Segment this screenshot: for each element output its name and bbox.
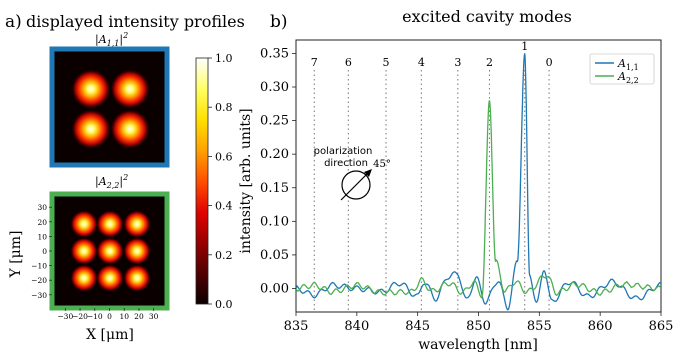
y-tick-label: 0.20 xyxy=(260,147,289,162)
polarization-arrowhead xyxy=(364,169,372,177)
legend-label-a22: A2,2 xyxy=(617,70,639,85)
polarization-annotation: polarization direction 45° xyxy=(314,146,391,201)
y-tick-label: 0.10 xyxy=(260,214,289,229)
map-y-tick-label: 0 xyxy=(42,247,47,256)
map-y-tick-label: 20 xyxy=(37,218,47,227)
colorbar xyxy=(195,57,209,305)
mode-marker-label: 6 xyxy=(345,56,352,69)
mode1-intensity-map xyxy=(49,46,170,168)
y-tick-label: 0.25 xyxy=(260,114,289,129)
mode2-y-ticks: 30 20 10 0 −10 −20 −30 xyxy=(31,203,52,300)
x-tick-label: 865 xyxy=(649,319,673,334)
x-tick-label: 860 xyxy=(588,319,613,334)
x-tick-label: 840 xyxy=(344,319,369,334)
map-y-tick-label: −20 xyxy=(31,276,47,285)
panel-b-letter: b) xyxy=(270,12,288,32)
map-y-tick-label: 30 xyxy=(37,203,47,212)
map-x-tick-label: −30 xyxy=(57,312,73,321)
mode1-label: |A1,1|2 xyxy=(95,31,128,48)
x-tick-label: 855 xyxy=(527,319,552,334)
colorbar-label: intensity [arb. units] xyxy=(238,108,254,253)
map-x-tick-label: −20 xyxy=(72,312,88,321)
map-x-tick-label: −10 xyxy=(87,312,103,321)
y-tick-label: 0.30 xyxy=(260,80,289,95)
legend: A1,1 A2,2 xyxy=(589,53,655,85)
legend-label-a11: A1,1 xyxy=(617,57,639,72)
map-y-tick-label: −30 xyxy=(31,291,47,300)
map-y-tick-label: 10 xyxy=(37,232,47,241)
x-axis-label: wavelength [nm] xyxy=(418,337,538,353)
panel-a-title: displayed intensity profiles xyxy=(26,12,245,31)
map-y-tick-label: −10 xyxy=(31,262,47,271)
colorbar-tick-label: 0.6 xyxy=(215,150,233,163)
mode2-label: |A2,2|2 xyxy=(95,173,128,190)
colorbar-tick-label: 0.0 xyxy=(215,298,233,311)
mode-marker-label: 5 xyxy=(383,56,390,69)
polarization-label-line2: direction xyxy=(324,158,368,169)
colorbar-tick-label: 1.0 xyxy=(215,52,233,65)
map-x-tick-label: 0 xyxy=(107,312,112,321)
colorbar-tick-label: 0.8 xyxy=(215,101,233,114)
y-tick-label: 0.00 xyxy=(260,281,289,296)
x-tick-label: 835 xyxy=(284,319,309,334)
colorbar-ticks: 0.0 0.2 0.4 0.6 0.8 1.0 xyxy=(208,52,233,311)
map-x-tick-label: 30 xyxy=(149,312,159,321)
series-lines xyxy=(296,53,661,311)
polarization-angle: 45° xyxy=(373,159,391,170)
mode2-x-axis-label: X [μm] xyxy=(86,327,134,343)
mode2-intensity-map xyxy=(49,191,170,311)
x-tick-label: 850 xyxy=(466,319,491,334)
mode-marker-label: 4 xyxy=(418,56,425,69)
mode-marker-label: 3 xyxy=(454,56,461,69)
panel-a-letter: a) xyxy=(5,12,22,32)
y-ticks: 0.00 0.05 0.10 0.15 0.20 0.25 0.30 0.35 xyxy=(260,46,296,296)
mode2-x-ticks: −30−20−10 0 10 20 30 xyxy=(57,308,159,321)
y-tick-label: 0.35 xyxy=(260,46,289,61)
chart-title: excited cavity modes xyxy=(402,7,572,26)
colorbar-tick-label: 0.2 xyxy=(215,249,233,262)
map-x-tick-label: 10 xyxy=(119,312,129,321)
mode-marker-label: 1 xyxy=(521,40,528,53)
colorbar-tick-label: 0.4 xyxy=(215,200,233,213)
map-x-tick-label: 20 xyxy=(134,312,144,321)
polarization-arrow xyxy=(340,171,370,201)
x-tick-label: 845 xyxy=(405,319,430,334)
mode2-y-axis-label: Y [μm] xyxy=(8,231,24,279)
y-tick-label: 0.15 xyxy=(260,181,289,196)
series-line-a22 xyxy=(296,100,661,299)
mode-marker-label: 0 xyxy=(546,56,553,69)
y-tick-label: 0.05 xyxy=(260,248,289,263)
mode-marker-label: 2 xyxy=(486,56,493,69)
x-ticks: 835 840 845 850 855 860 865 xyxy=(284,312,673,334)
mode-marker-label: 7 xyxy=(311,56,318,69)
mode-markers: 7 6 5 4 3 2 1 0 xyxy=(311,40,553,312)
polarization-label-line1: polarization xyxy=(314,146,373,157)
